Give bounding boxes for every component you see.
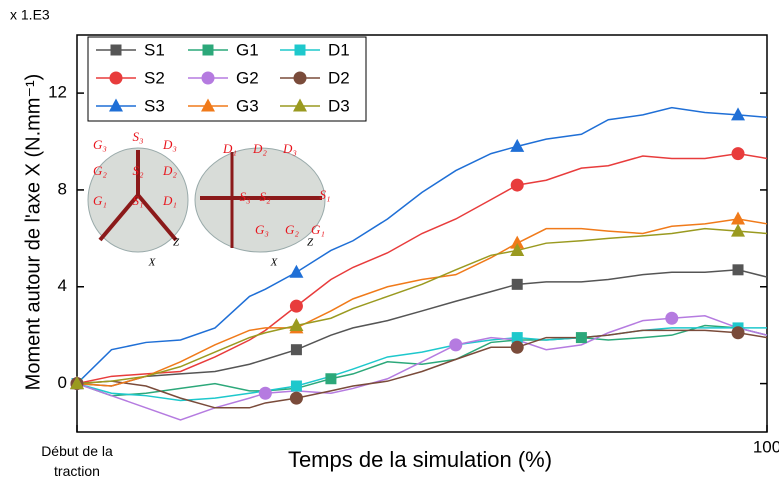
- legend-marker: [109, 71, 123, 85]
- legend-marker: [202, 44, 214, 56]
- point-label: D₂: [252, 141, 267, 156]
- legend-label: D3: [328, 96, 350, 115]
- legend: S1 G1 D1 S2 G2 D2 S3 G3 D3: [87, 36, 367, 122]
- inset-figure: S₃ G₃ D₃ G₂ S₂ D₂ G₁ S₁ D₁ X Z D₃ D₂ D₁ S₃ S₂ S₁ G₃ G₂ G₁ X Z: [87, 129, 331, 269]
- legend-label: G2: [236, 68, 259, 87]
- marker: [70, 376, 84, 390]
- axis-indicator-label: Z: [307, 237, 314, 249]
- marker: [258, 386, 272, 400]
- marker: [665, 311, 679, 325]
- bone-line: [136, 193, 178, 242]
- axis-indicator-label: X: [270, 257, 279, 269]
- legend-box: [87, 36, 367, 122]
- x-axis-label: Temps de la simulation (%): [288, 447, 552, 472]
- y-tick-label: 8: [58, 179, 67, 198]
- point-label: D₁: [222, 141, 237, 156]
- legend-marker: [109, 98, 123, 112]
- legend-marker: [110, 44, 122, 56]
- marker: [511, 278, 523, 290]
- series-line: [76, 327, 767, 402]
- point-label: S₃: [239, 189, 250, 204]
- series-line: [76, 315, 768, 421]
- marker: [290, 380, 302, 392]
- y-tick-label: 4: [58, 276, 67, 295]
- marker: [732, 264, 744, 276]
- marker: [510, 235, 525, 249]
- marker: [510, 242, 525, 256]
- marker: [510, 138, 525, 152]
- y-tick-label: 0: [58, 373, 67, 392]
- point-label: S₃: [132, 129, 143, 144]
- y-multiplier: x 1.E3: [10, 7, 50, 23]
- y-tick-label: 12: [48, 83, 67, 102]
- series-line: [76, 329, 768, 409]
- x-tick-label: 100: [753, 437, 779, 456]
- point-label: D₃: [162, 137, 177, 152]
- legend-marker: [293, 71, 307, 85]
- legend-marker: [201, 98, 215, 112]
- y-axis-label: Moment autour de l'axe X (N.mm⁻¹): [22, 74, 44, 391]
- marker: [289, 264, 304, 278]
- series-line: [76, 227, 768, 385]
- point-label: G₁: [93, 193, 107, 208]
- legend-label: G3: [236, 96, 259, 115]
- legend-label: S3: [144, 96, 165, 115]
- axis-indicator-label: Z: [173, 237, 180, 249]
- axis-indicator-label: X: [148, 257, 157, 269]
- series-line: [76, 269, 768, 387]
- point-label: S₂: [132, 163, 144, 178]
- marker: [290, 344, 302, 356]
- point-label: G₂: [285, 222, 299, 237]
- point-label: G₃: [255, 222, 269, 237]
- point-label: G₃: [93, 137, 107, 152]
- point-label: D₁: [162, 193, 177, 208]
- series-line: [76, 218, 768, 387]
- marker: [731, 147, 745, 161]
- marker: [510, 178, 524, 192]
- legend-label: G1: [236, 40, 259, 59]
- marker: [575, 332, 587, 344]
- bone-line: [98, 193, 140, 242]
- legend-label: D1: [328, 40, 350, 59]
- marker: [731, 326, 745, 340]
- marker: [289, 391, 303, 405]
- point-label: D₃: [282, 141, 297, 156]
- legend-marker: [201, 71, 215, 85]
- point-label: G₂: [93, 163, 107, 178]
- legend-marker: [294, 44, 306, 56]
- marker: [289, 317, 304, 331]
- marker: [289, 299, 303, 313]
- point-label: G₁: [311, 222, 325, 237]
- marker: [449, 338, 463, 352]
- marker: [731, 107, 746, 121]
- legend-label: S1: [144, 40, 165, 59]
- point-label: S₂: [259, 189, 271, 204]
- x-tick-label: Début de la traction: [41, 443, 113, 479]
- marker: [510, 340, 524, 354]
- marker: [511, 332, 523, 344]
- series-line: [76, 106, 768, 385]
- legend-label: D2: [328, 68, 350, 87]
- marker: [325, 373, 337, 385]
- point-label: S₁: [132, 193, 143, 208]
- marker: [731, 211, 746, 225]
- series-line: [76, 152, 768, 385]
- series-line: [76, 324, 768, 397]
- marker: [731, 223, 746, 237]
- point-label: D₂: [162, 163, 177, 178]
- legend-marker: [293, 98, 307, 112]
- legend-label: S2: [144, 68, 165, 87]
- point-label: S₁: [319, 187, 330, 202]
